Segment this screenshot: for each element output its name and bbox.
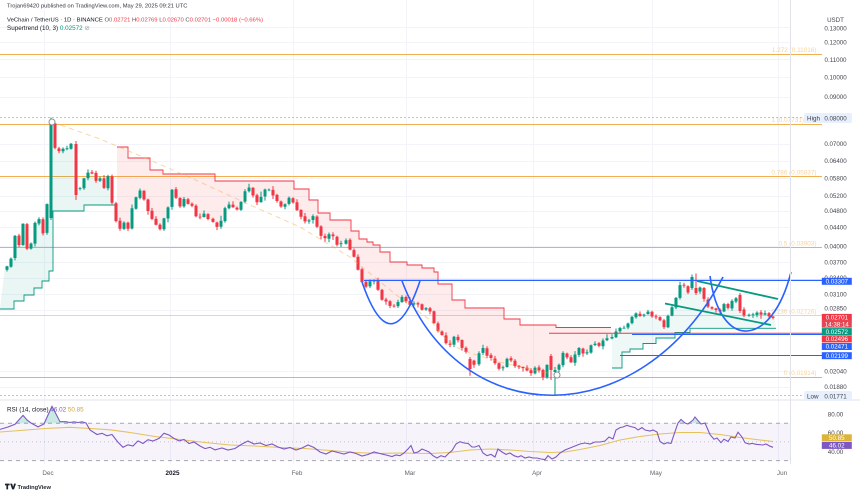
svg-text:0.02850: 0.02850 [824,306,847,313]
svg-text:Feb: Feb [292,470,303,477]
svg-text:Mar: Mar [405,470,416,477]
svg-text:0.01771: 0.01771 [824,393,847,400]
svg-text:Trojan69420 published on Tradi: Trojan69420 published on TradingView.com… [7,4,187,10]
svg-text:2025: 2025 [165,470,180,477]
svg-text:1.272 (0.11016): 1.272 (0.11016) [772,47,817,54]
svg-text:0.04000: 0.04000 [824,244,847,251]
svg-text:0.02040: 0.02040 [824,369,847,376]
svg-text:60.00: 60.00 [828,430,844,437]
svg-text:0.05800: 0.05800 [824,176,847,183]
svg-text:46.02: 46.02 [829,443,845,450]
svg-text:0.13000: 0.13000 [824,26,847,33]
svg-text:0.02471: 0.02471 [826,344,849,351]
svg-text:0.09000: 0.09000 [824,94,847,101]
svg-text:0.5 (0.03903): 0.5 (0.03903) [778,241,816,248]
svg-text:14:38:14: 14:38:14 [825,321,850,328]
svg-text:0.10000: 0.10000 [824,75,847,82]
svg-text:50.85: 50.85 [829,435,845,442]
svg-text:0.08000: 0.08000 [824,115,847,122]
svg-text:0.03700: 0.03700 [824,260,847,267]
svg-text:Supertrend (10, 3) 0.02572 ⊘: Supertrend (10, 3) 0.02572 ⊘ [7,25,90,32]
svg-text:0.07000: 0.07000 [824,141,847,148]
svg-text:RSI (14, close) 46.02 50.85: RSI (14, close) 46.02 50.85 [7,407,84,414]
svg-text:0.01880: 0.01880 [824,384,847,391]
svg-text:Low: Low [807,393,819,400]
svg-text:Apr: Apr [532,470,542,477]
svg-text:0.03307: 0.03307 [826,279,849,286]
svg-text:1 (0.07731): 1 (0.07731) [771,117,804,124]
svg-text:USDT: USDT [827,17,844,24]
svg-text:40.00: 40.00 [828,449,844,456]
svg-text:0.02199: 0.02199 [826,353,849,360]
svg-text:0.11000: 0.11000 [825,57,847,64]
svg-text:0.05200: 0.05200 [824,193,847,200]
svg-text:0 (0.01914): 0 (0.01914) [784,370,817,377]
svg-text:High: High [807,115,820,122]
svg-text:80.00: 80.00 [828,411,844,418]
svg-text:0.03100: 0.03100 [824,292,847,299]
svg-text:Jun: Jun [777,470,788,477]
svg-text:0.04800: 0.04800 [824,208,847,215]
svg-text:0.02701: 0.02701 [826,315,849,322]
svg-text:0.02496: 0.02496 [826,336,849,343]
svg-text:0.786 (0.05837): 0.786 (0.05837) [771,170,816,177]
svg-text:0.04400: 0.04400 [824,225,847,232]
svg-text:0.12000: 0.12000 [824,40,847,47]
svg-text:VeChain / TetherUS · 1D · BINA: VeChain / TetherUS · 1D · BINANCE O0.027… [7,18,263,24]
svg-text:0.236 (0.02726): 0.236 (0.02726) [771,309,816,316]
svg-text:May: May [650,470,663,477]
svg-text:0.06400: 0.06400 [824,158,847,165]
svg-text:0.02572: 0.02572 [826,329,849,336]
svg-text:Dec: Dec [42,470,53,477]
svg-text:TradingView: TradingView [18,485,52,491]
